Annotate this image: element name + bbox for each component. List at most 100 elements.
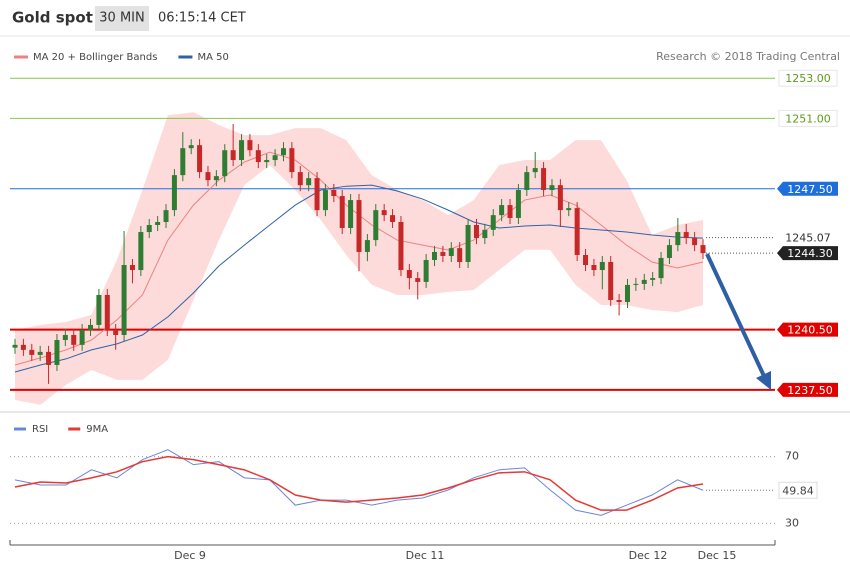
- candle-body: [675, 232, 681, 246]
- current-value-label: 49.84: [782, 484, 814, 497]
- candle-body: [197, 145, 203, 173]
- level-tag: [777, 322, 838, 337]
- arrow-head: [756, 371, 771, 390]
- rsi-chart: 30 70 49.84 RSI 9MA Dec 9 Dec 11 Dec 12 Dec 15: [10, 424, 818, 562]
- candle-body: [356, 200, 362, 252]
- level-tag: [777, 246, 838, 261]
- candle-body: [641, 279, 647, 284]
- candle-body: [96, 294, 102, 325]
- candle-body: [255, 150, 261, 163]
- x-tick-label: Dec 11: [406, 549, 445, 562]
- legend-label: 9MA: [86, 424, 108, 435]
- candle-body: [373, 210, 379, 241]
- price-chart: 1253.00 1251.00 1247.50 1245.07 1244.30 1240.…: [10, 50, 840, 405]
- candle-body: [20, 344, 26, 350]
- candle-body: [12, 344, 18, 348]
- candle-body: [322, 190, 328, 211]
- candle-body: [171, 175, 177, 211]
- candle-body: [633, 283, 639, 285]
- candle-body: [88, 324, 94, 330]
- candle-body: [515, 190, 521, 218]
- legend-label: MA 20 + Bollinger Bands: [33, 52, 157, 63]
- candle-body: [692, 238, 698, 246]
- candle-body: [180, 148, 186, 176]
- y-tick-label: 70: [785, 450, 799, 463]
- candle-body: [473, 225, 479, 239]
- candle-body: [104, 294, 110, 330]
- candle-body: [666, 245, 672, 258]
- candle-body: [557, 185, 563, 211]
- candle-body: [406, 270, 412, 279]
- candle-body: [129, 265, 135, 271]
- candle-body: [348, 200, 354, 229]
- level-label: 1237.50: [787, 384, 833, 397]
- candle-body: [314, 178, 320, 211]
- candle-body: [71, 334, 77, 345]
- level-label: 1240.50: [787, 324, 833, 337]
- candle-body: [46, 351, 52, 365]
- level-label: 1245.07: [785, 232, 831, 245]
- x-tick-label: Dec 15: [698, 549, 737, 562]
- candle-body: [608, 262, 614, 301]
- x-tick-label: Dec 12: [629, 549, 668, 562]
- candle-body: [574, 208, 580, 255]
- candle-body: [599, 262, 605, 271]
- candle-body: [490, 215, 496, 230]
- candle-body: [624, 284, 630, 303]
- legend-label: MA 50: [197, 52, 228, 63]
- candle-body: [230, 150, 236, 161]
- y-tick-label: 30: [785, 516, 799, 529]
- instrument-title: Gold spot: [12, 9, 93, 27]
- interval: 30 MIN: [99, 11, 144, 26]
- candle-body: [583, 254, 589, 266]
- candle-body: [457, 248, 463, 262]
- candle-body: [297, 172, 303, 186]
- candle-body: [29, 349, 35, 355]
- candle-body: [650, 278, 656, 280]
- candle-body: [448, 248, 454, 256]
- candle-body: [272, 155, 278, 161]
- level-label: 1244.30: [787, 247, 833, 260]
- candle-body: [188, 145, 194, 149]
- candle-body: [566, 208, 572, 211]
- candle-body: [440, 251, 446, 256]
- candle-body: [390, 215, 396, 222]
- level-tag: [777, 382, 838, 397]
- x-tick-label: Dec 9: [174, 549, 206, 562]
- level-tag: [777, 181, 838, 196]
- level-label: 1247.50: [787, 183, 833, 196]
- candle-body: [213, 176, 219, 181]
- candle-body: [306, 178, 312, 186]
- candle-body: [222, 150, 228, 177]
- candle-body: [121, 265, 127, 335]
- candle-body: [138, 232, 144, 271]
- candle-body: [205, 172, 211, 181]
- current-value-box: [778, 481, 818, 499]
- candle-body: [465, 225, 471, 262]
- level-label: 1253.00: [785, 72, 831, 85]
- level-tag: [778, 69, 838, 87]
- candle-body: [37, 351, 43, 355]
- candle-body: [616, 300, 622, 303]
- candle-body: [289, 148, 295, 173]
- ma-line: [14, 184, 704, 373]
- candle-body: [549, 185, 555, 191]
- candle-body: [415, 278, 421, 282]
- source-note: Research © 2018 Trading Central: [656, 50, 840, 63]
- candle-body: [423, 259, 429, 282]
- candle-body: [532, 168, 538, 173]
- candle-body: [364, 240, 370, 252]
- candle-body: [541, 168, 547, 191]
- candle-body: [432, 251, 438, 260]
- arrow-shaft: [705, 253, 766, 377]
- candle-body: [499, 205, 505, 216]
- indicator-line: [14, 455, 704, 511]
- candle-body: [146, 225, 152, 233]
- legend-label: RSI: [32, 424, 48, 435]
- candle-body: [79, 329, 85, 345]
- candle-body: [264, 160, 270, 163]
- candle-body: [280, 148, 286, 156]
- candle-body: [163, 210, 169, 222]
- candle-body: [658, 257, 664, 279]
